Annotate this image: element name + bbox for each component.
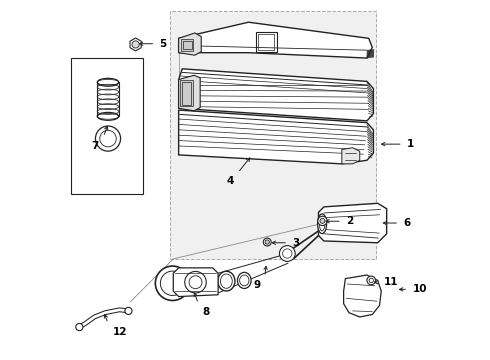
Circle shape [279,246,295,261]
Text: 5: 5 [160,39,167,49]
Bar [170,12,376,259]
Polygon shape [342,148,360,164]
Text: 3: 3 [293,238,299,248]
Text: 7: 7 [92,140,99,150]
Ellipse shape [318,214,326,234]
Text: 11: 11 [384,277,398,287]
Text: 2: 2 [346,216,353,226]
Polygon shape [343,275,381,317]
Ellipse shape [218,271,235,291]
Circle shape [265,240,270,244]
Bar [181,40,193,51]
Polygon shape [318,203,387,243]
Text: 6: 6 [403,218,411,228]
Bar [71,58,143,194]
Polygon shape [173,268,218,297]
Polygon shape [130,38,141,51]
Circle shape [132,41,139,48]
Text: 10: 10 [413,284,427,294]
Bar [256,32,276,52]
Polygon shape [179,33,201,55]
Text: 4: 4 [226,176,234,186]
Circle shape [263,238,271,246]
Text: 9: 9 [253,280,260,291]
Circle shape [320,219,325,224]
Polygon shape [179,75,200,111]
Circle shape [367,276,375,285]
Circle shape [155,266,190,301]
Circle shape [96,126,121,151]
Circle shape [125,307,132,315]
Bar [258,34,274,50]
Bar [183,41,192,49]
Text: 1: 1 [407,139,415,149]
Bar [182,82,191,105]
Ellipse shape [238,273,251,288]
Circle shape [318,216,327,226]
Polygon shape [179,22,372,58]
Text: 8: 8 [203,307,210,317]
Circle shape [185,271,206,293]
Bar [180,80,193,106]
Polygon shape [179,69,373,121]
Text: 12: 12 [112,327,127,337]
Circle shape [76,323,83,330]
Polygon shape [179,110,373,164]
